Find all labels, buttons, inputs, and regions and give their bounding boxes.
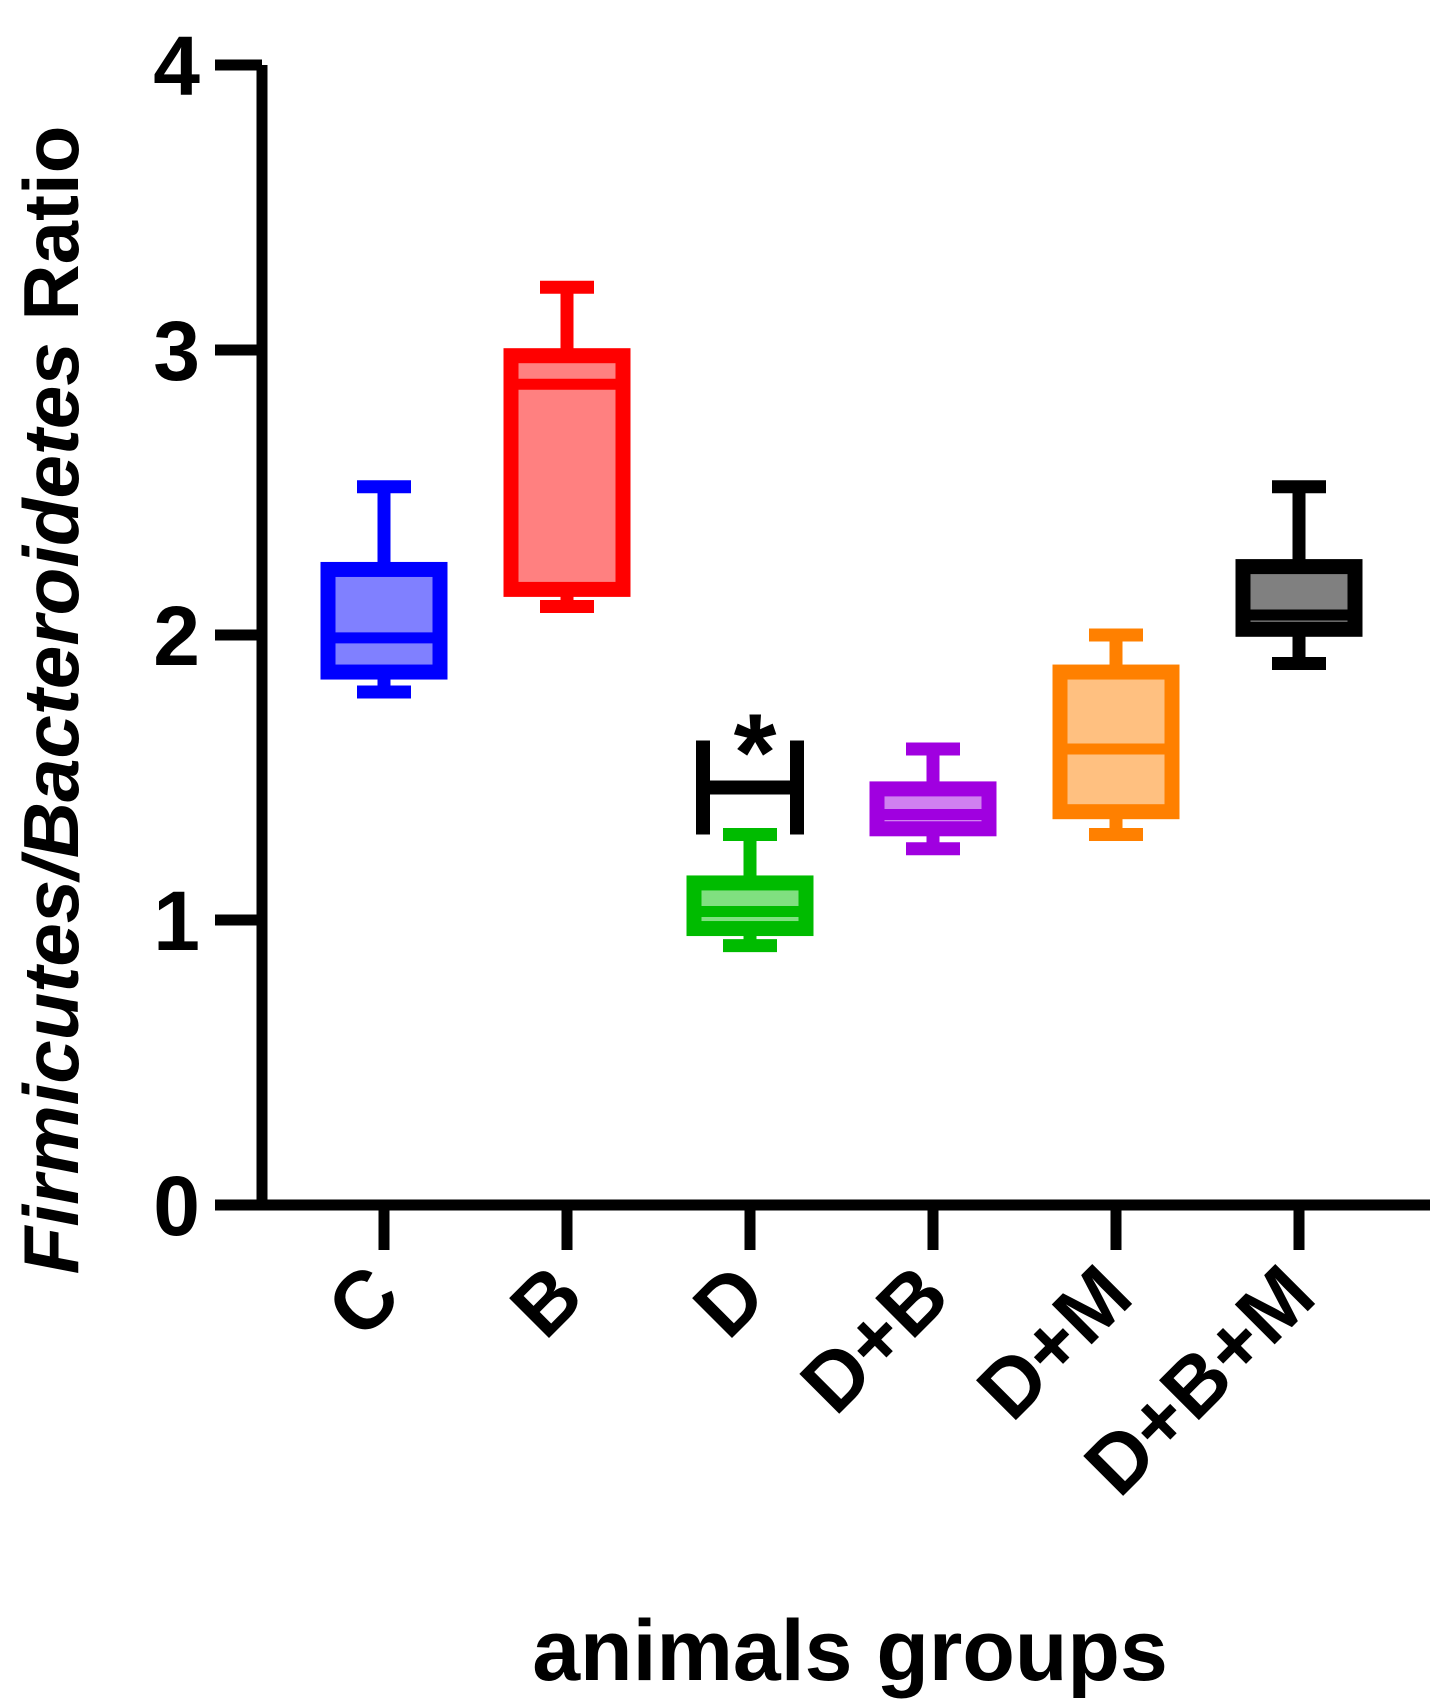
- x-tick-label: C: [311, 1248, 417, 1354]
- y-axis-label: Firmicutes/Bacteroidetes Ratio: [7, 126, 95, 1275]
- box-C: [320, 480, 448, 699]
- annotation-layer: *: [696, 691, 804, 835]
- box-body: [869, 781, 997, 837]
- box-D+B+M: [1235, 480, 1363, 670]
- significance-asterisk: *: [734, 691, 777, 814]
- y-tick-label: 1: [153, 874, 200, 968]
- box-D+M: [1052, 628, 1180, 841]
- y-tick-label: 2: [153, 589, 200, 683]
- x-tick-label: D+B: [784, 1248, 966, 1430]
- box-body: [1052, 664, 1180, 820]
- box-D+B: [869, 742, 997, 856]
- box-body: [686, 875, 814, 937]
- boxes-layer: [320, 280, 1363, 953]
- y-tick-label: 4: [153, 19, 200, 113]
- box-D: [686, 828, 814, 953]
- x-axis-label: animals groups: [532, 1603, 1168, 1699]
- x-tick-label: D: [677, 1248, 783, 1354]
- y-ticks-layer: 0 1 2 3 4: [153, 19, 262, 1253]
- x-tick-label: B: [494, 1248, 600, 1354]
- y-axis-label-suffix: Ratio: [7, 126, 95, 343]
- significance-annotation: *: [696, 691, 804, 835]
- x-ticks-layer: C B D D+BD+MD+B+M: [311, 1205, 1332, 1512]
- y-axis-label-italic: Firmicutes/Bacteroidetes: [7, 342, 95, 1274]
- box-B: [503, 280, 631, 613]
- y-tick-label: 0: [153, 1159, 200, 1253]
- box-body: [320, 561, 448, 680]
- y-tick-label: 3: [153, 304, 200, 398]
- box-body: [503, 348, 631, 597]
